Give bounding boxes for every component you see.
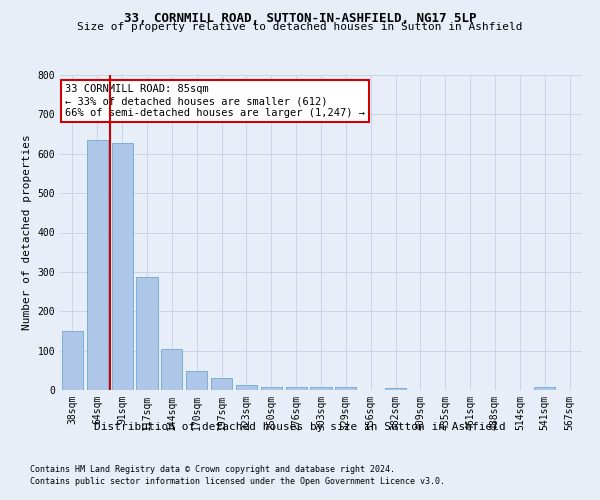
Bar: [385, 388, 406, 390]
Bar: [335, 387, 356, 390]
Bar: [534, 387, 555, 390]
Bar: [136, 276, 158, 390]
Bar: [161, 349, 182, 390]
Text: Contains public sector information licensed under the Open Government Licence v3: Contains public sector information licen…: [30, 478, 445, 486]
Bar: [310, 387, 332, 390]
Bar: [186, 372, 207, 390]
Bar: [211, 378, 232, 390]
Bar: [261, 387, 282, 390]
Text: 33, CORNMILL ROAD, SUTTON-IN-ASHFIELD, NG17 5LP: 33, CORNMILL ROAD, SUTTON-IN-ASHFIELD, N…: [124, 12, 476, 26]
Bar: [62, 331, 83, 390]
Text: 33 CORNMILL ROAD: 85sqm
← 33% of detached houses are smaller (612)
66% of semi-d: 33 CORNMILL ROAD: 85sqm ← 33% of detache…: [65, 84, 365, 117]
Bar: [236, 386, 257, 390]
Y-axis label: Number of detached properties: Number of detached properties: [22, 134, 32, 330]
Text: Size of property relative to detached houses in Sutton in Ashfield: Size of property relative to detached ho…: [77, 22, 523, 32]
Bar: [112, 143, 133, 390]
Bar: [286, 387, 307, 390]
Bar: [87, 140, 108, 390]
Text: Contains HM Land Registry data © Crown copyright and database right 2024.: Contains HM Land Registry data © Crown c…: [30, 465, 395, 474]
Text: Distribution of detached houses by size in Sutton in Ashfield: Distribution of detached houses by size …: [94, 422, 506, 432]
